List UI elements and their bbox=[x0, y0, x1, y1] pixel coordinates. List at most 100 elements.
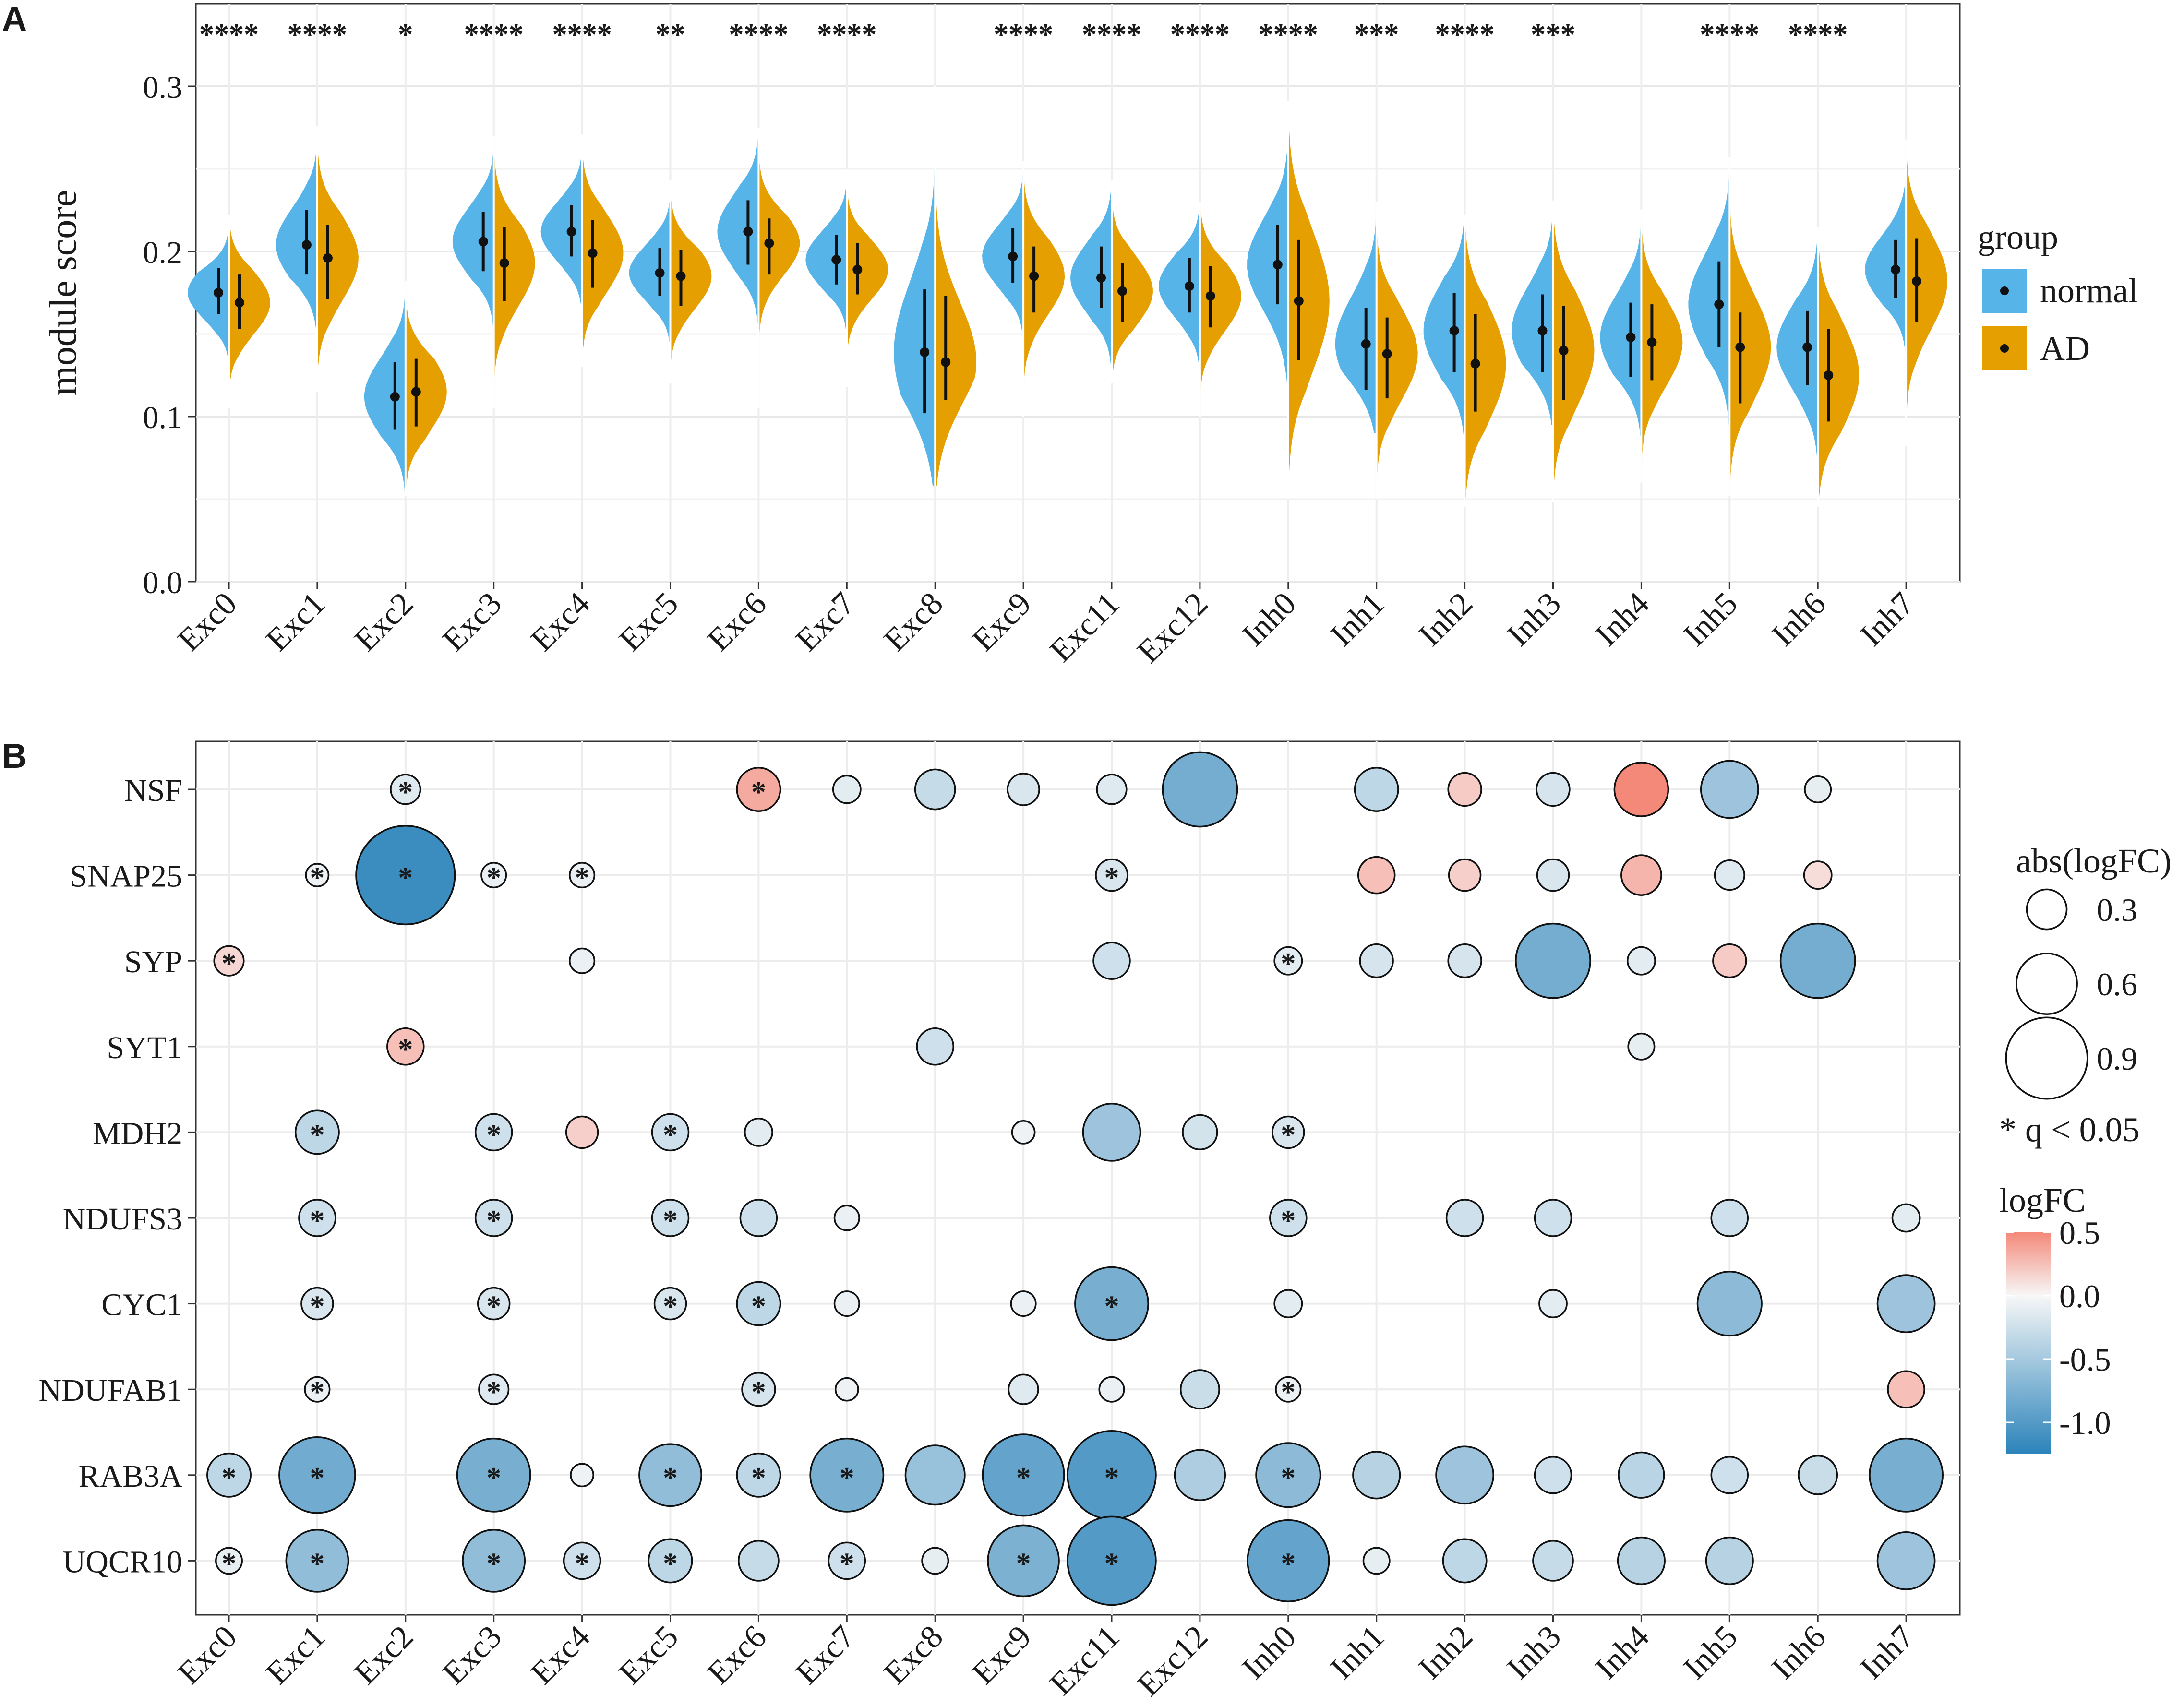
dot-cyc1-inh0 bbox=[1273, 1289, 1303, 1318]
mean-point-ad-inh2 bbox=[1470, 358, 1480, 369]
violin-ad-inh3 bbox=[1553, 210, 1595, 502]
mean-point-normal-exc7 bbox=[831, 255, 841, 265]
dot-ndufs3-inh3 bbox=[1534, 1199, 1572, 1237]
dot-rab3a-inh6 bbox=[1798, 1455, 1838, 1495]
y-tick-label: 0.1 bbox=[143, 400, 183, 435]
dot-snap25-exc4 bbox=[569, 862, 596, 889]
size-legend-label: 0.9 bbox=[2097, 1040, 2137, 1077]
violin-ad-exc11 bbox=[1112, 193, 1153, 384]
dot-ndufs3-exc7 bbox=[833, 1205, 860, 1231]
violin-ad-exc3 bbox=[493, 155, 535, 408]
violin-ad-exc5 bbox=[670, 198, 712, 384]
size-legend-items: 0.3 0.6 0.9 bbox=[2005, 888, 2137, 1100]
dot-rab3a-inh0 bbox=[1255, 1442, 1321, 1508]
dot-rab3a-inh2 bbox=[1435, 1445, 1494, 1505]
mean-point-normal-exc9 bbox=[1008, 251, 1018, 262]
sig-star: * bbox=[575, 1547, 589, 1580]
dot-cyc1-inh7 bbox=[1876, 1274, 1936, 1333]
dot-mdh2-exc9 bbox=[1011, 1120, 1036, 1145]
x-tick-label-exc1: Exc1 bbox=[259, 1618, 332, 1692]
dot-snap25-inh1 bbox=[1357, 856, 1396, 895]
dot-ndufab1-exc12 bbox=[1179, 1369, 1220, 1410]
x-tick-label-exc11: Exc11 bbox=[1043, 1618, 1127, 1702]
x-tick-label-inh4: Inh4 bbox=[1588, 1618, 1656, 1686]
sig-star: * bbox=[486, 1462, 501, 1494]
sig-star: * bbox=[310, 1376, 324, 1408]
sig-star: * bbox=[486, 862, 501, 895]
sig-star: * bbox=[222, 947, 237, 980]
dot-ndufab1-exc3 bbox=[478, 1373, 510, 1405]
mean-point-ad-exc0 bbox=[235, 298, 244, 308]
violin-normal-exc6 bbox=[717, 128, 759, 334]
y-tick-label: 0.3 bbox=[143, 70, 183, 105]
violin-normal-exc11 bbox=[1070, 180, 1112, 375]
dot-cyc1-exc1 bbox=[300, 1287, 334, 1321]
x-tick-label-exc7: Exc7 bbox=[788, 1618, 862, 1692]
x-tick-label-exc2: Exc2 bbox=[347, 1618, 420, 1692]
violin-ad-inh1 bbox=[1376, 218, 1418, 499]
mean-point-normal-exc2 bbox=[390, 392, 400, 402]
sig-star: * bbox=[663, 1205, 678, 1237]
mean-point-ad-inh0 bbox=[1294, 296, 1304, 306]
dot-cyc1-exc5 bbox=[653, 1287, 687, 1321]
x-tick-label-exc11: Exc11 bbox=[1043, 585, 1127, 669]
mean-point-ad-inh5 bbox=[1735, 342, 1745, 352]
sig-star: * bbox=[310, 1205, 324, 1237]
mean-point-ad-exc5 bbox=[676, 271, 686, 281]
violins bbox=[188, 86, 1947, 508]
mean-point-normal-exc3 bbox=[478, 237, 488, 247]
dot-rab3a-exc1 bbox=[278, 1436, 356, 1514]
dot-nsf-exc9 bbox=[1007, 773, 1040, 806]
sig-star: * bbox=[751, 776, 766, 809]
mean-point-ad-exc8 bbox=[941, 357, 951, 367]
y-axis-title: module score bbox=[42, 190, 84, 396]
x-tick-label-inh5: Inh5 bbox=[1676, 585, 1744, 653]
sig-star: * bbox=[486, 1119, 501, 1151]
dot-snap25-exc1 bbox=[305, 863, 330, 887]
dot-rab3a-exc9 bbox=[982, 1433, 1065, 1517]
significance-inh2: **** bbox=[1435, 18, 1495, 51]
mean-point-normal-inh2 bbox=[1449, 326, 1459, 336]
significance-inh6: **** bbox=[1788, 18, 1848, 51]
mean-point-ad-exc4 bbox=[588, 248, 598, 258]
mean-point-normal-exc12 bbox=[1184, 281, 1194, 291]
dot-syp-inh1 bbox=[1359, 943, 1394, 978]
mean-point-ad-inh6 bbox=[1824, 370, 1834, 380]
dot-rab3a-inh3 bbox=[1534, 1456, 1572, 1494]
violin-normal-inh0 bbox=[1247, 101, 1288, 470]
significance-note: * q < 0.05 bbox=[1999, 1110, 2140, 1149]
legend-key-dot bbox=[2000, 344, 2009, 353]
color-tick-label: -1.0 bbox=[2059, 1405, 2111, 1441]
dot-ndufab1-exc11 bbox=[1098, 1376, 1125, 1403]
violin-ad-inh2 bbox=[1464, 225, 1506, 508]
sig-star: * bbox=[310, 1462, 324, 1494]
dot-snap25-inh6 bbox=[1803, 860, 1833, 890]
violin-ad-inh6 bbox=[1818, 235, 1860, 508]
dot-nsf-exc7 bbox=[832, 775, 862, 804]
dot-nsf-inh1 bbox=[1354, 767, 1399, 812]
dot-nsf-exc8 bbox=[914, 768, 956, 811]
violin-ad-inh4 bbox=[1641, 215, 1683, 483]
significance-inh1: *** bbox=[1354, 18, 1399, 51]
sig-star: * bbox=[1281, 947, 1296, 980]
x-tick-label-exc5: Exc5 bbox=[612, 585, 685, 658]
dot-cyc1-exc7 bbox=[833, 1290, 860, 1317]
dot-syp-inh0 bbox=[1273, 946, 1303, 976]
violin-ad-exc9 bbox=[1023, 172, 1065, 417]
color-legend: logFC 0.5 0.0 -0.5 -1.0 bbox=[1999, 1181, 2111, 1454]
dot-uqcr10-inh0 bbox=[1247, 1519, 1330, 1602]
sig-star: * bbox=[751, 1290, 766, 1323]
gene-label-nsf: NSF bbox=[124, 773, 182, 808]
dot-rab3a-exc4 bbox=[570, 1463, 594, 1488]
significance-labels: **** **** * **** **** ** **** **** **** **** **** *… bbox=[199, 18, 1848, 51]
significance-inh5: **** bbox=[1700, 18, 1759, 51]
x-tick-label-inh3: Inh3 bbox=[1500, 585, 1568, 653]
dot-ndufab1-exc9 bbox=[1008, 1373, 1039, 1405]
dot-syp-inh4 bbox=[1627, 946, 1656, 976]
x-tick-label-exc12: Exc12 bbox=[1130, 1618, 1215, 1703]
dot-mdh2-exc1 bbox=[294, 1109, 340, 1155]
mean-point-ad-inh4 bbox=[1647, 337, 1657, 347]
dot-rab3a-inh1 bbox=[1352, 1451, 1401, 1500]
violin-ad-exc7 bbox=[847, 177, 888, 387]
mean-point-ad-inh3 bbox=[1559, 346, 1569, 356]
